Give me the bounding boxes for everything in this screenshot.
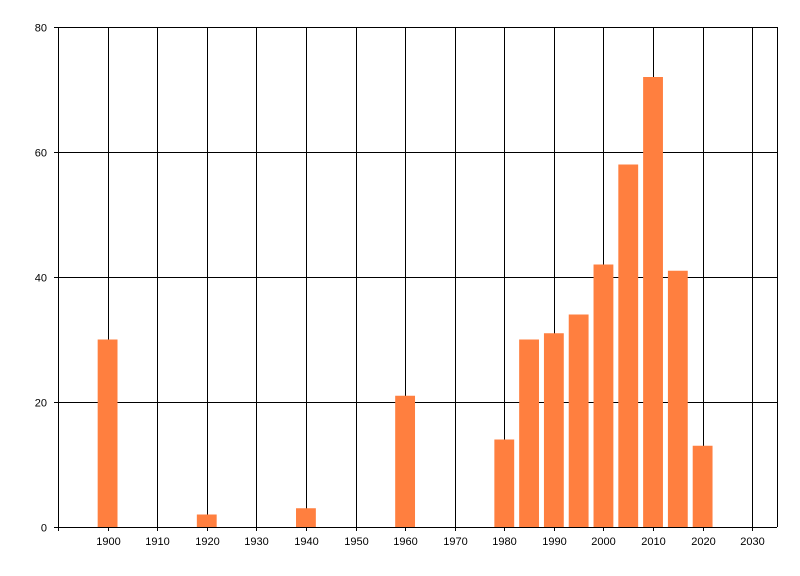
x-tick-label: 1900: [96, 536, 120, 548]
x-tick-label: 2020: [691, 536, 715, 548]
axes: [54, 27, 777, 531]
bar-2000: [593, 264, 614, 527]
y-tick-label: 40: [35, 273, 47, 285]
x-tick-label: 2010: [641, 536, 665, 548]
bars: [97, 77, 713, 527]
x-tick-label: 1920: [195, 536, 219, 548]
x-tick-label: 1930: [244, 536, 268, 548]
y-tick-label: 0: [41, 523, 47, 535]
bar-2015: [667, 270, 688, 527]
bar-1985: [519, 339, 539, 527]
x-tick-label: 1980: [492, 536, 516, 548]
x-tick-label: 1990: [542, 536, 566, 548]
bar-1920: [196, 514, 217, 527]
bar-2010: [643, 77, 663, 527]
y-tick-label: 80: [35, 23, 47, 35]
bar-1960: [395, 395, 416, 527]
y-axis-ticks: 0 20 40 60 80: [35, 23, 58, 535]
x-tick-label: 2000: [591, 536, 615, 548]
bar-1980: [494, 439, 515, 527]
x-tick-label: 1970: [443, 536, 467, 548]
bar-1940: [296, 508, 316, 527]
bar-2005: [618, 164, 639, 527]
x-tick-label: 1960: [393, 536, 417, 548]
bar-1995: [568, 314, 589, 527]
x-tick-label: 1940: [294, 536, 318, 548]
y-tick-label: 20: [35, 398, 47, 410]
bar-1990: [543, 333, 564, 527]
bar-1900: [97, 339, 118, 527]
bar-2020: [692, 445, 713, 527]
y-tick-label: 60: [35, 148, 47, 160]
x-tick-label: 2030: [740, 536, 764, 548]
x-tick-label: 1950: [344, 536, 368, 548]
x-tick-label: 1910: [145, 536, 169, 548]
x-axis-ticks: 1900 1910 1920 1930 1940 1950 1960 1970 1980 1990…: [96, 527, 765, 548]
